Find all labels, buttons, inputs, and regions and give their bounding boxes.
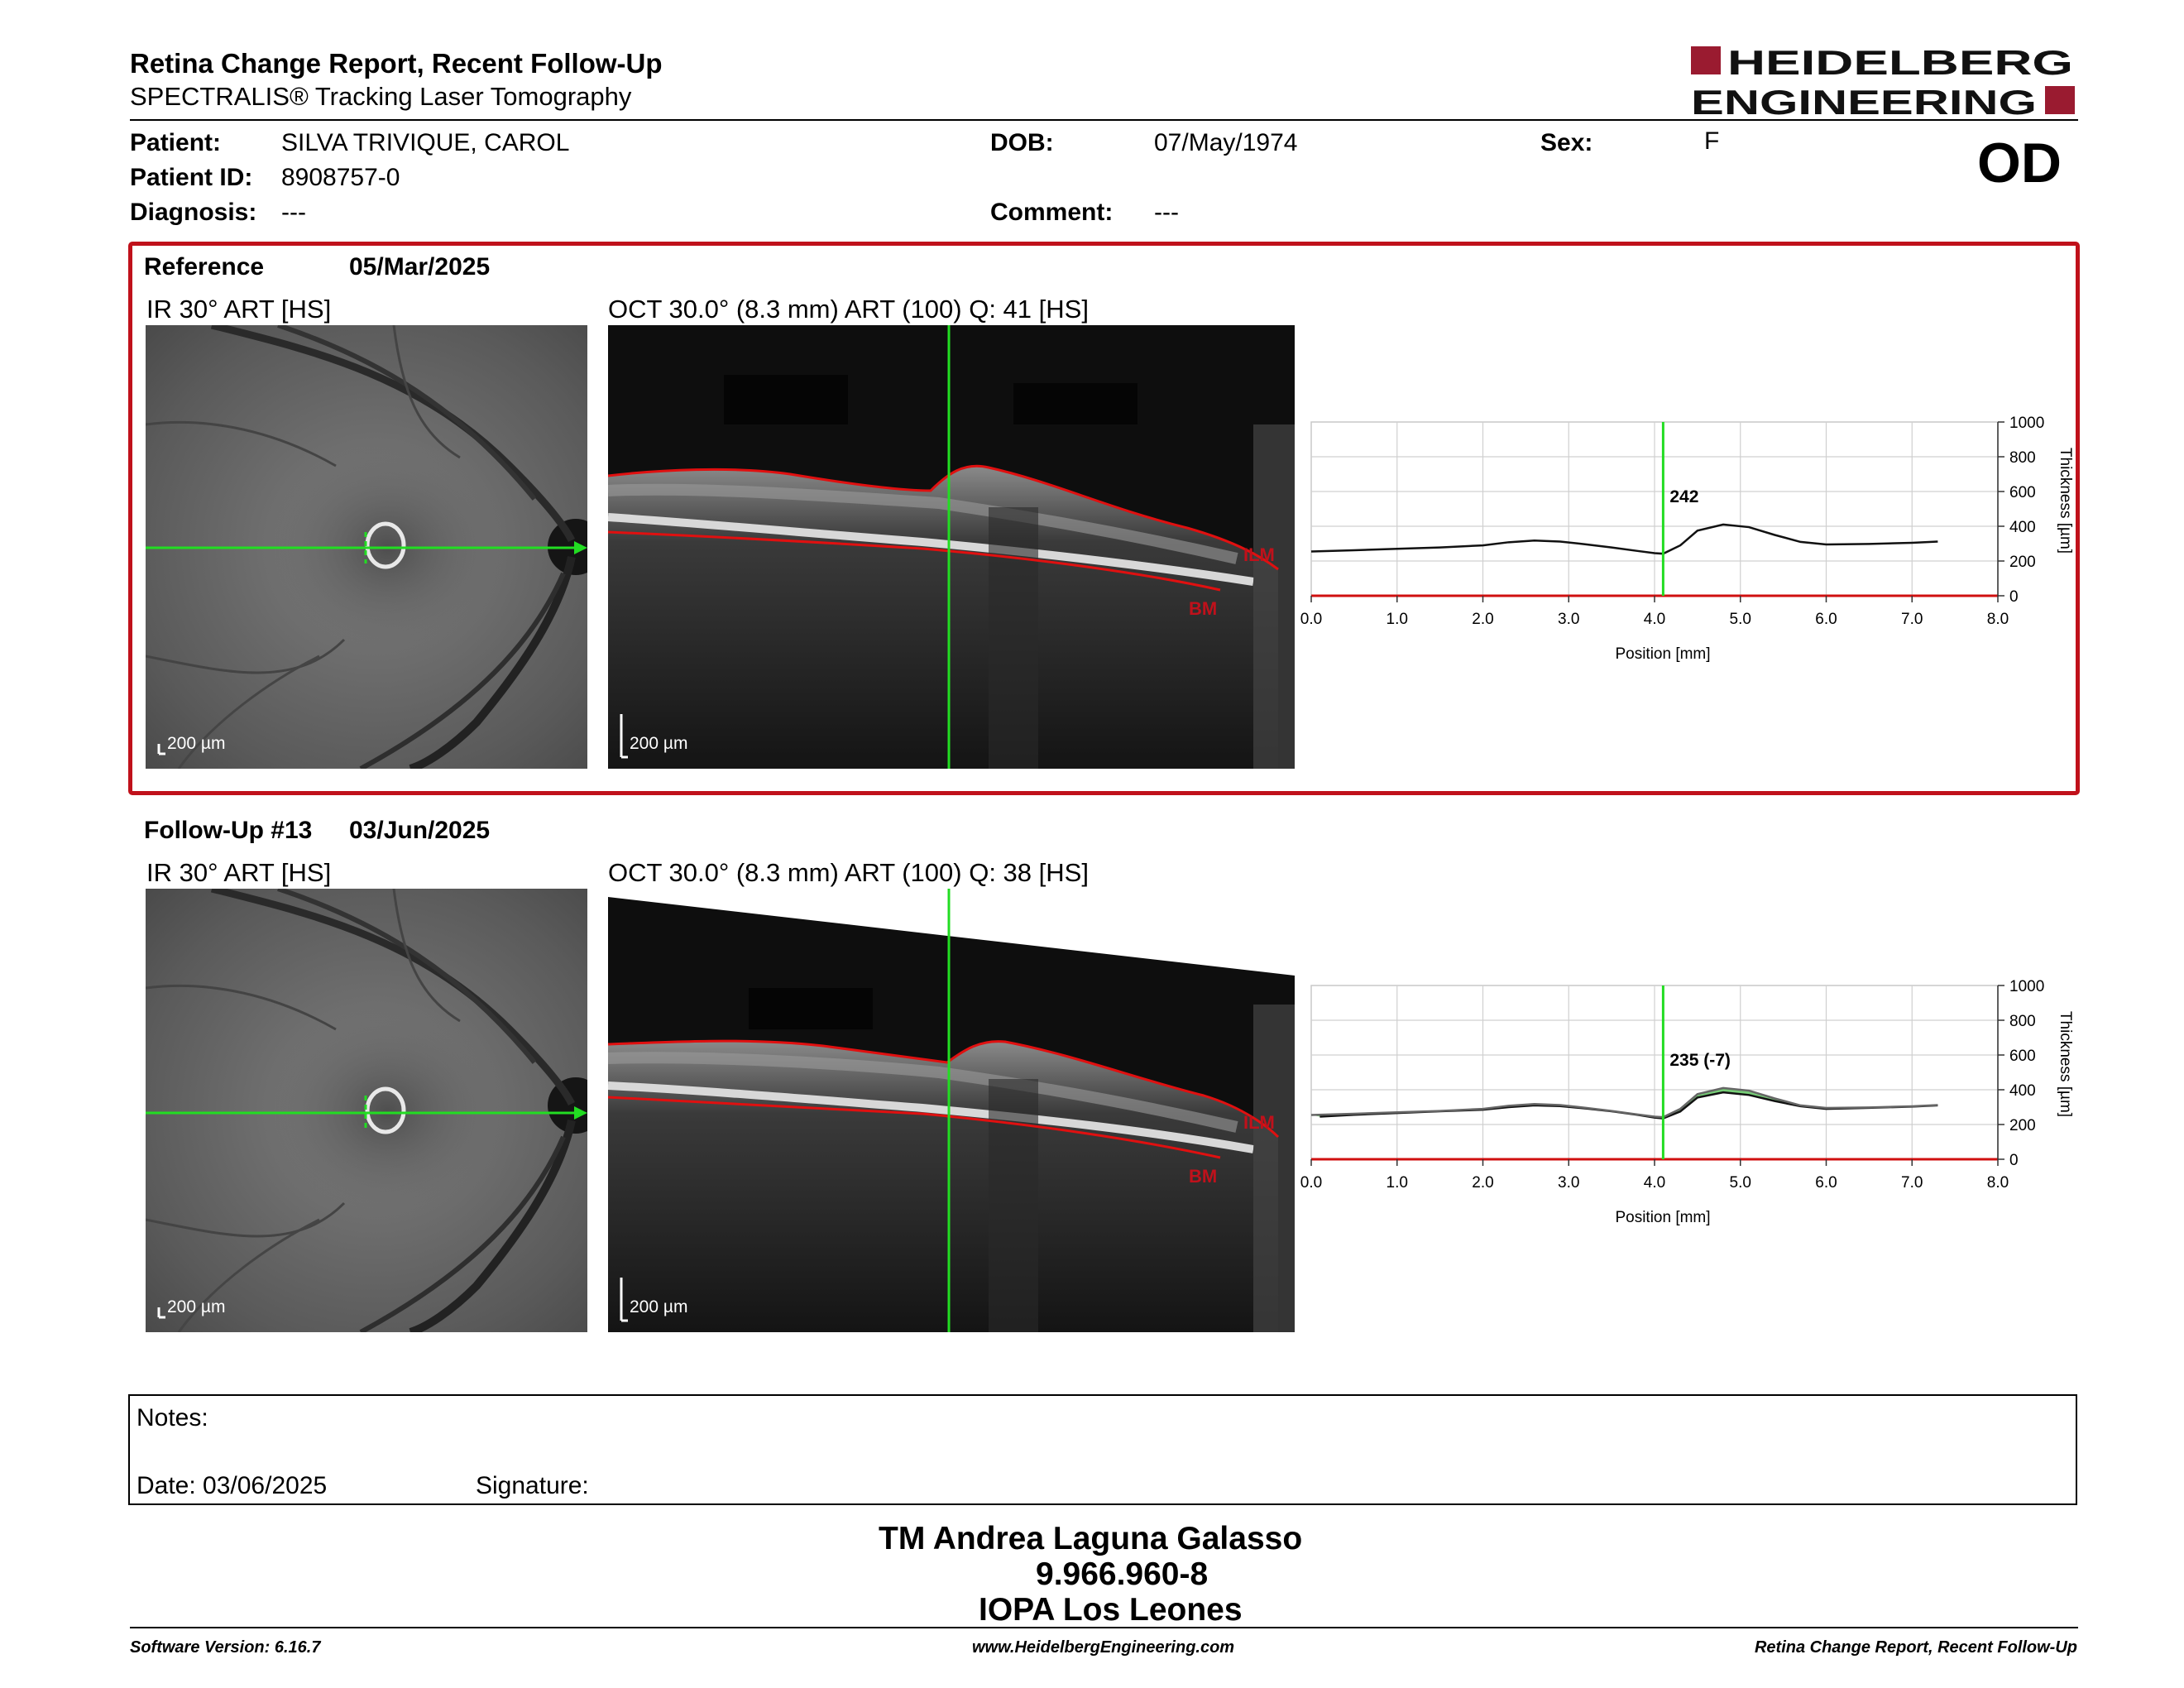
notes-date: Date: 03/06/2025 xyxy=(136,1472,328,1499)
followup-chart-x-tick-label: 1.0 xyxy=(1387,1174,1408,1192)
signatory-org: IOPA Los Leones xyxy=(979,1592,1243,1628)
reference-chart-y-tick-label: 1000 xyxy=(2009,415,2044,432)
reference-ilm-label: ILM xyxy=(1243,544,1275,565)
reference-chart-y-tick-label: 400 xyxy=(2009,519,2036,536)
reference-chart-x-tick-label: 6.0 xyxy=(1815,611,1837,628)
reference-ir-title: IR 30° ART [HS] xyxy=(146,295,332,324)
followup-chart-x-tick-label: 7.0 xyxy=(1901,1174,1923,1192)
followup-ir-fundus-image[interactable]: 200 µm xyxy=(146,889,587,1332)
reference-chart-y-tick-label: 800 xyxy=(2009,449,2036,467)
followup-bm-label: BM xyxy=(1189,1166,1217,1187)
reference-oct-bscan-image[interactable]: ILM BM 200 µm xyxy=(608,325,1295,769)
sex-value: F xyxy=(1704,127,1720,155)
followup-chart-x-tick-label: 5.0 xyxy=(1730,1174,1751,1192)
signatory-id: 9.966.960-8 xyxy=(1036,1556,1209,1592)
dob-label: DOB: xyxy=(990,129,1054,156)
followup-chart-y-tick-label: 0 xyxy=(2009,1152,2019,1169)
followup-date: 03/Jun/2025 xyxy=(349,817,491,844)
comment-label: Comment: xyxy=(990,199,1114,226)
report-title: Retina Change Report, Recent Follow-Up xyxy=(130,48,663,79)
followup-chart-x-tick-label: 2.0 xyxy=(1472,1174,1493,1192)
reference-chart-marker-label: 242 xyxy=(1669,487,1698,506)
followup-chart-x-tick-label: 6.0 xyxy=(1815,1174,1837,1192)
reference-chart-x-tick-label: 4.0 xyxy=(1644,611,1665,628)
signatory-name: TM Andrea Laguna Galasso xyxy=(879,1521,1303,1556)
followup-chart-x-tick-label: 8.0 xyxy=(1987,1174,2009,1192)
followup-chart-thickness-line-1 xyxy=(1310,1086,1938,1119)
followup-chart-x-tick-label: 4.0 xyxy=(1644,1174,1665,1192)
followup-chart-y-tick-label: 200 xyxy=(2009,1117,2036,1134)
footer-divider xyxy=(130,1627,2078,1628)
reference-chart-x-tick-label: 3.0 xyxy=(1558,611,1579,628)
followup-ilm-label: ILM xyxy=(1243,1112,1275,1133)
reference-chart-y-axis-label: Thickness [µm] xyxy=(2057,448,2074,554)
followup-chart-y-tick-label: 600 xyxy=(2009,1048,2036,1065)
notes-signature-label: Signature: xyxy=(476,1472,589,1499)
report-subtitle: SPECTRALIS® Tracking Laser Tomography xyxy=(130,82,632,111)
reference-ir-fundus-image[interactable]: 200 µm xyxy=(146,325,587,769)
followup-chart-x-axis-label: Position [mm] xyxy=(1615,1209,1710,1226)
svg-text:HEIDELBERG: HEIDELBERG xyxy=(1727,43,2073,82)
followup-chart-x-tick-label: 0.0 xyxy=(1300,1174,1322,1192)
followup-ir-title: IR 30° ART [HS] xyxy=(146,858,332,887)
diagnosis-label: Diagnosis: xyxy=(130,199,257,226)
reference-chart-x-tick-label: 8.0 xyxy=(1987,611,2009,628)
footer-software-version: Software Version: 6.16.7 xyxy=(130,1638,321,1657)
patient-id-label: Patient ID: xyxy=(130,164,253,191)
reference-chart-thickness-line-0 xyxy=(1310,523,1938,555)
patient-label: Patient: xyxy=(130,129,222,156)
followup-chart-x-tick-label: 3.0 xyxy=(1558,1174,1579,1192)
reference-chart-x-axis-label: Position [mm] xyxy=(1615,645,1710,663)
reference-date: 05/Mar/2025 xyxy=(349,253,491,281)
followup-chart-y-tick-label: 800 xyxy=(2009,1013,2036,1030)
followup-label: Follow-Up #13 xyxy=(144,817,313,844)
followup-chart-y-tick-label: 400 xyxy=(2009,1082,2036,1100)
reference-chart-y-tick-label: 200 xyxy=(2009,554,2036,571)
diagnosis-value: --- xyxy=(281,199,306,226)
reference-chart-y-tick-label: 600 xyxy=(2009,484,2036,501)
notes-label: Notes: xyxy=(136,1404,208,1431)
reference-ir-scale-label: 200 µm xyxy=(167,734,226,753)
reference-chart-x-tick-label: 7.0 xyxy=(1901,611,1923,628)
header-divider xyxy=(130,119,2078,121)
patient-id: 8908757-0 xyxy=(281,164,400,191)
followup-oct-title: OCT 30.0° (8.3 mm) ART (100) Q: 38 [HS] xyxy=(608,858,1089,887)
followup-ir-scale-label: 200 µm xyxy=(167,1297,226,1316)
reference-chart-x-tick-label: 5.0 xyxy=(1730,611,1751,628)
reference-chart-x-tick-label: 1.0 xyxy=(1387,611,1408,628)
reference-oct-title: OCT 30.0° (8.3 mm) ART (100) Q: 41 [HS] xyxy=(608,295,1089,324)
footer-website: www.HeidelbergEngineering.com xyxy=(972,1638,1235,1657)
reference-frame xyxy=(128,242,2080,795)
reference-chart-x-tick-label: 2.0 xyxy=(1472,611,1493,628)
eye-laterality: OD xyxy=(1977,132,2062,194)
footer-report-name: Retina Change Report, Recent Follow-Up xyxy=(1754,1638,2077,1657)
followup-thickness-chart: 0.0 1.0 2.0 3.0 4.0 5.0 6.0 7.0 8.00 200 400 600 800… xyxy=(1300,978,2074,1226)
sex-label: Sex: xyxy=(1540,129,1593,156)
patient-name: SILVA TRIVIQUE, CAROL xyxy=(281,129,570,156)
followup-oct-bscan-image[interactable]: ILM BM 200 µm xyxy=(608,889,1295,1332)
reference-bm-label: BM xyxy=(1189,598,1217,619)
dob-value: 07/May/1974 xyxy=(1154,129,1298,156)
reference-oct-scale-label: 200 µm xyxy=(630,734,688,753)
svg-text:ENGINEERING: ENGINEERING xyxy=(1691,83,2037,119)
reference-label: Reference xyxy=(144,253,265,281)
notes-box: Notes: Date: 03/06/2025 Signature: xyxy=(128,1394,2077,1505)
followup-chart-marker-label: 235 (-7) xyxy=(1669,1051,1731,1070)
reference-thickness-chart: 0.0 1.0 2.0 3.0 4.0 5.0 6.0 7.0 8.00 200 400 600 800… xyxy=(1300,415,2074,663)
followup-chart-y-axis-label: Thickness [µm] xyxy=(2057,1011,2074,1117)
comment-value: --- xyxy=(1154,199,1179,226)
heidelberg-logo: HEIDELBERG ENGINEERING xyxy=(1691,43,2075,119)
followup-chart-y-tick-label: 1000 xyxy=(2009,978,2044,995)
reference-chart-y-tick-label: 0 xyxy=(2009,588,2019,606)
followup-oct-scale-label: 200 µm xyxy=(630,1297,688,1316)
reference-chart-x-tick-label: 0.0 xyxy=(1300,611,1322,628)
